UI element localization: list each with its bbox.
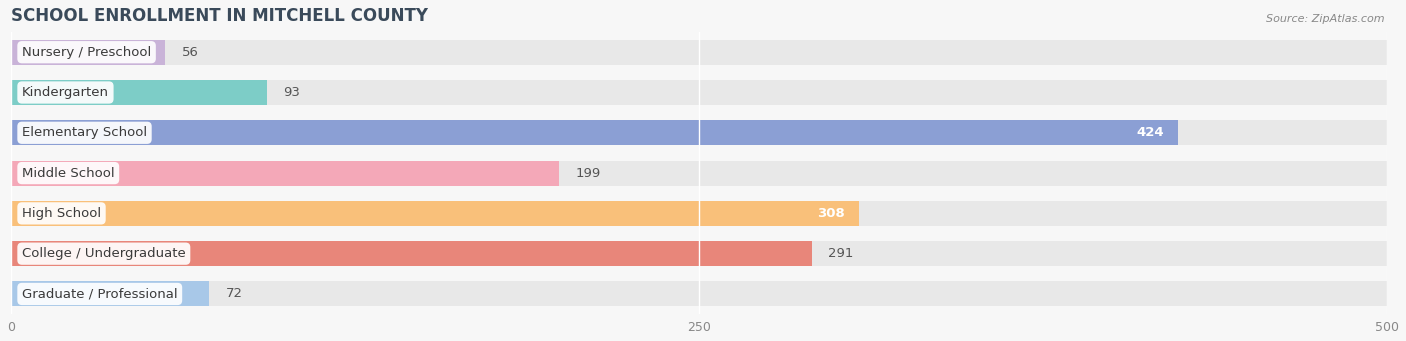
Bar	[11, 40, 165, 65]
Bar	[11, 120, 1388, 145]
Text: Elementary School: Elementary School	[22, 126, 148, 139]
Bar	[11, 40, 1388, 65]
Bar	[11, 161, 558, 186]
Bar	[11, 241, 811, 266]
Text: SCHOOL ENROLLMENT IN MITCHELL COUNTY: SCHOOL ENROLLMENT IN MITCHELL COUNTY	[11, 7, 427, 25]
Text: High School: High School	[22, 207, 101, 220]
Bar	[11, 241, 1388, 266]
Bar	[11, 80, 267, 105]
Bar	[11, 201, 1388, 226]
Text: College / Undergraduate: College / Undergraduate	[22, 247, 186, 260]
Text: Kindergarten: Kindergarten	[22, 86, 108, 99]
Text: 199: 199	[575, 167, 600, 180]
Bar	[11, 80, 1388, 105]
Bar	[11, 120, 1178, 145]
Text: 424: 424	[1136, 126, 1164, 139]
Text: Nursery / Preschool: Nursery / Preschool	[22, 46, 152, 59]
Text: Source: ZipAtlas.com: Source: ZipAtlas.com	[1267, 14, 1385, 24]
Bar	[11, 281, 1388, 307]
Bar	[11, 201, 859, 226]
Text: Middle School: Middle School	[22, 167, 114, 180]
Text: 72: 72	[225, 287, 243, 300]
Text: Graduate / Professional: Graduate / Professional	[22, 287, 177, 300]
Bar	[11, 281, 209, 307]
Bar	[11, 161, 1388, 186]
Text: 56: 56	[181, 46, 198, 59]
Text: 291: 291	[828, 247, 853, 260]
Text: 308: 308	[817, 207, 845, 220]
Text: 93: 93	[284, 86, 301, 99]
